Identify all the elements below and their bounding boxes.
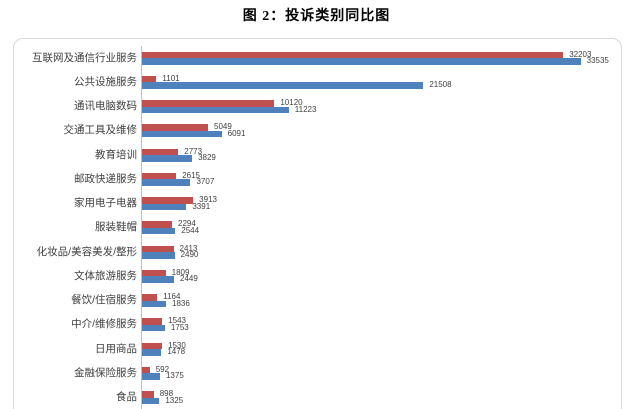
bar-blue_series [142,130,222,138]
value-label-blue_series: 3391 [192,201,211,211]
category-label: 食品 [116,391,137,403]
category-label: 服装鞋帽 [95,221,137,234]
value-label-red_series: 2773 [184,146,203,156]
bar-blue_series [142,58,581,65]
bar-red_series [142,100,275,107]
category-label: 中介/维修服务 [71,318,137,331]
value-label-blue_series: 3829 [198,153,216,162]
category-label: 通讯电脑数码 [74,100,137,112]
value-label-red_series: 3913 [199,195,217,204]
bar-blue_series [142,349,162,356]
value-label-red_series: 10120 [280,98,303,107]
value-label-red_series: 592 [155,364,170,374]
bar-blue_series [142,324,165,332]
bar-blue_series [142,82,424,89]
bar-red_series [142,318,163,325]
bar-blue_series [142,397,160,404]
category-label: 教育培训 [95,148,137,161]
category-label: 邮政快递服务 [74,172,137,185]
chart-frame: 互联网及通信行业服务 32203 33535 公共设施服务 1101 21508 通讯电脑数… [13,38,622,409]
value-label-red_series: 2615 [182,170,200,180]
value-label-red_series: 2294 [178,219,196,229]
category-label: 化妆品/美容美发/整形 [36,245,137,258]
category-label: 金融保险服务 [74,366,137,379]
value-label-red_series: 1101 [162,73,180,83]
bar-red_series [142,366,150,374]
bar-red_series [142,172,177,180]
bar-blue_series [142,300,166,307]
bar-blue_series [142,179,191,186]
value-label-blue_series: 2449 [180,274,198,284]
category-label: 交通工具及维修 [63,124,138,137]
value-label-blue_series: 1478 [167,347,186,356]
value-label-blue_series: 11223 [294,104,317,114]
category-label: 公共设施服务 [74,75,137,88]
value-label-red_series: 2413 [179,243,198,253]
value-label-blue_series: 1375 [165,371,184,381]
bar-red_series [142,51,564,58]
bar-blue_series [142,276,175,283]
bar-red_series [142,75,157,83]
category-label: 互联网及通信行业服务 [32,51,137,64]
bar-red_series [142,269,166,277]
bar-red_series [142,124,209,131]
value-label-red_series: 1809 [171,267,190,277]
value-label-blue_series: 1753 [170,322,189,332]
bar-red_series [142,342,162,349]
bar-blue_series [142,203,187,210]
bar-red_series [142,221,172,228]
value-label-blue_series: 1325 [165,395,184,405]
plot-area: 互联网及通信行业服务 32203 33535 公共设施服务 1101 21508 通讯电脑数… [14,39,621,409]
category-label: 文体旅游服务 [74,269,137,282]
value-label-blue_series: 21508 [429,80,452,90]
value-label-red_series: 1530 [168,340,186,350]
bar-blue_series [142,155,193,162]
bar-red_series [142,245,174,252]
value-label-blue_series: 2490 [180,250,199,259]
value-label-blue_series: 3707 [196,177,215,187]
bar-red_series [142,294,158,301]
category-label: 家用电子电器 [74,197,137,209]
value-label-red_series: 1164 [163,292,181,301]
value-label-blue_series: 1836 [172,298,190,308]
chart-title: 图 2：投诉类别同比图 [242,9,391,24]
value-label-red_series: 32203 [569,49,592,59]
value-label-blue_series: 2544 [181,225,200,235]
category-label: 日用商品 [95,342,137,355]
value-label-red_series: 1543 [168,316,186,326]
bar-blue_series [142,252,175,259]
bar-red_series [142,391,154,398]
value-label-red_series: 898 [159,389,174,398]
category-label: 餐饮/住宿服务 [71,294,137,306]
value-label-blue_series: 33535 [586,56,609,65]
bar-blue_series [142,373,160,380]
y-axis-line [141,46,142,409]
value-label-red_series: 5049 [214,122,232,132]
bar-red_series [142,197,194,204]
bar-blue_series [142,106,289,113]
bar-blue_series [142,227,176,235]
value-label-blue_series: 6091 [227,128,246,138]
bar-red_series [142,148,179,155]
